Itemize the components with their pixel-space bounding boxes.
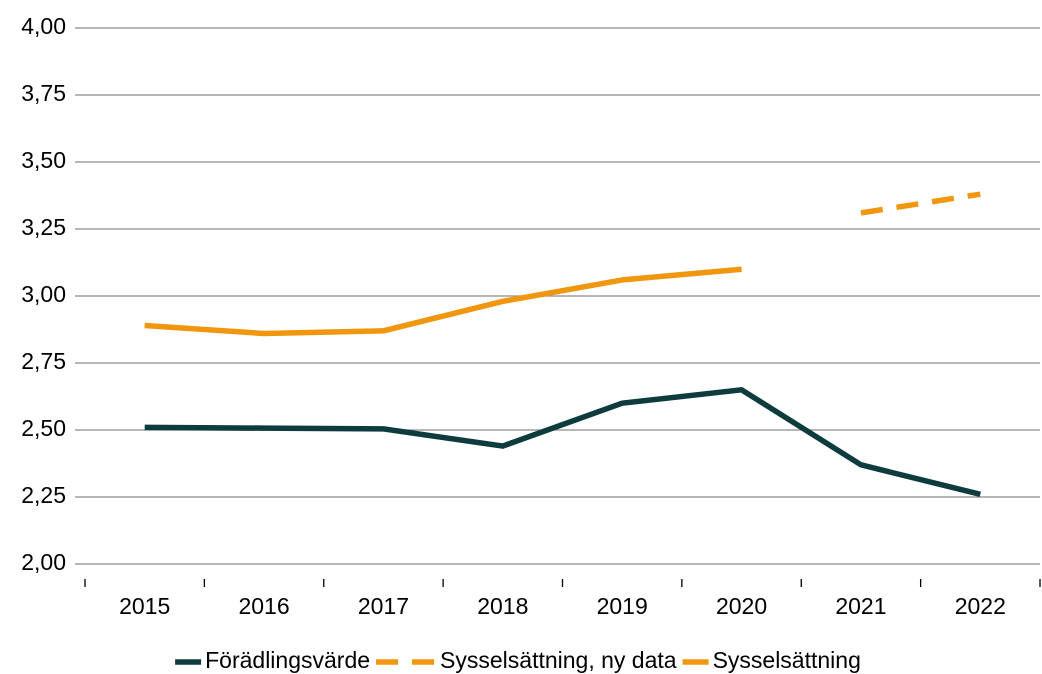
y-tick-label: 2,25 (21, 482, 66, 508)
series-line (144, 266, 742, 337)
x-tick-label: 2017 (358, 593, 409, 619)
legend-label: Sysselsättning, ny data (440, 647, 677, 673)
legend-label: Sysselsättning (713, 647, 861, 673)
y-tick-label: 3,50 (21, 147, 66, 173)
x-tick-label: 2021 (835, 593, 886, 619)
y-tick-label: 3,00 (21, 281, 66, 307)
y-tick-label: 2,50 (21, 415, 66, 441)
x-tick-label: 2018 (477, 593, 528, 619)
y-tick-label: 2,00 (21, 549, 66, 575)
series-line (144, 386, 981, 497)
y-tick-label: 3,75 (21, 80, 66, 106)
legend-label: Förädlingsvärde (205, 647, 370, 673)
x-tick-label: 2019 (597, 593, 648, 619)
y-tick-label: 3,25 (21, 214, 66, 240)
x-tick-label: 2020 (716, 593, 767, 619)
x-tick-label: 2016 (238, 593, 289, 619)
y-tick-label: 2,75 (21, 348, 66, 374)
x-tick-label: 2022 (955, 593, 1006, 619)
x-tick-label: 2015 (119, 593, 170, 619)
y-tick-label: 4,00 (21, 13, 66, 39)
series-line (860, 191, 981, 216)
